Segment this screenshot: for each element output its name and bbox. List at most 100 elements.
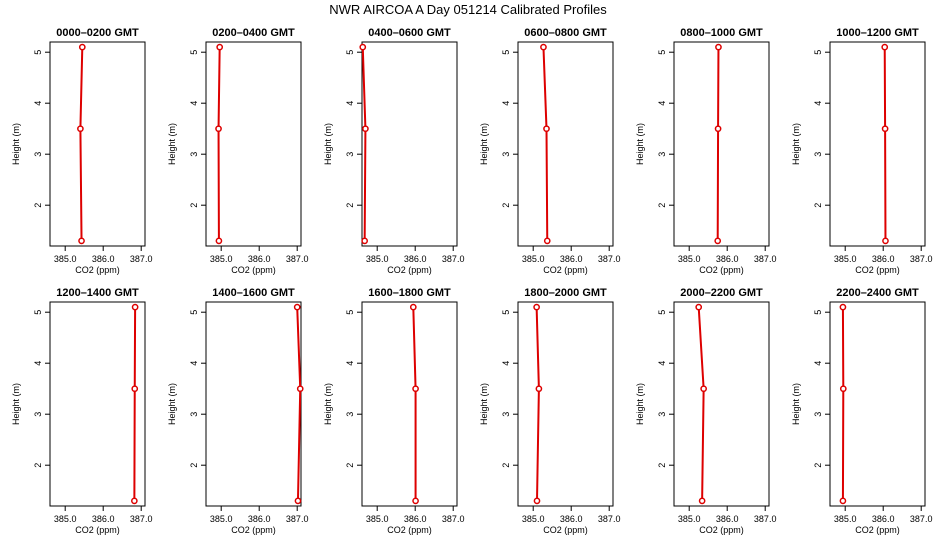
plot-frame bbox=[205, 41, 302, 247]
plot-frame bbox=[517, 41, 614, 247]
x-tick-label: 385.0 bbox=[366, 254, 389, 264]
y-tick-label: 4 bbox=[33, 101, 43, 106]
y-tick-label: 2 bbox=[813, 463, 823, 468]
x-tick-label: 385.0 bbox=[678, 514, 701, 524]
x-tick-label: 386.0 bbox=[92, 514, 115, 524]
y-axis-label: Height (m) bbox=[167, 383, 177, 425]
x-tick-label: 385.0 bbox=[54, 254, 77, 264]
data-point bbox=[216, 43, 224, 51]
panel-6: 1000–1200 GMT 385.0 386.0 387.0 CO2 (ppm) 2 3 4… bbox=[791, 27, 932, 275]
y-axis-label: Height (m) bbox=[323, 383, 333, 425]
x-tick-label: 387.0 bbox=[442, 514, 465, 524]
y-tick-label: 5 bbox=[813, 310, 823, 315]
y-tick-label: 3 bbox=[813, 412, 823, 417]
data-point bbox=[882, 237, 889, 245]
data-point bbox=[881, 125, 889, 133]
profile-line bbox=[133, 307, 137, 501]
data-point bbox=[881, 43, 889, 51]
data-point bbox=[131, 303, 139, 311]
y-tick-label: 3 bbox=[33, 152, 43, 157]
y-tick-label: 4 bbox=[189, 361, 199, 366]
y-tick-label: 4 bbox=[813, 361, 823, 366]
y-tick-label: 2 bbox=[33, 463, 43, 468]
panel-title: 1000–1200 GMT bbox=[836, 27, 919, 39]
y-axis-label: Height (m) bbox=[323, 123, 333, 165]
data-point bbox=[698, 497, 706, 505]
y-tick-label: 5 bbox=[33, 50, 43, 55]
y-axis-label: Height (m) bbox=[791, 123, 801, 165]
panel-2: 0200–0400 GMT 385.0 386.0 387.0 CO2 (ppm) 2 3 4… bbox=[167, 27, 308, 275]
x-axis-label: CO2 (ppm) bbox=[543, 525, 588, 535]
x-tick-label: 386.0 bbox=[872, 254, 895, 264]
y-tick-label: 3 bbox=[657, 412, 667, 417]
y-tick-label: 5 bbox=[189, 310, 199, 315]
x-tick-label: 386.0 bbox=[872, 514, 895, 524]
x-axis-label: CO2 (ppm) bbox=[543, 265, 588, 275]
data-point bbox=[361, 237, 369, 245]
y-tick-label: 2 bbox=[657, 203, 667, 208]
plot-frame bbox=[829, 301, 926, 507]
y-tick-label: 2 bbox=[501, 203, 511, 208]
y-tick-label: 2 bbox=[657, 463, 667, 468]
x-tick-label: 385.0 bbox=[522, 254, 545, 264]
x-tick-label: 385.0 bbox=[54, 514, 77, 524]
x-tick-label: 386.0 bbox=[716, 514, 739, 524]
y-axis-label: Height (m) bbox=[167, 123, 177, 165]
x-axis-label: CO2 (ppm) bbox=[75, 265, 120, 275]
panel-title: 0600–0800 GMT bbox=[524, 27, 607, 39]
y-axis-label: Height (m) bbox=[479, 383, 489, 425]
y-tick-label: 2 bbox=[345, 203, 355, 208]
data-point bbox=[839, 385, 847, 393]
y-tick-label: 3 bbox=[189, 412, 199, 417]
plot-frame bbox=[829, 41, 926, 247]
y-tick-label: 3 bbox=[189, 152, 199, 157]
x-tick-label: 386.0 bbox=[560, 514, 583, 524]
y-tick-label: 2 bbox=[189, 463, 199, 468]
y-tick-label: 5 bbox=[657, 310, 667, 315]
data-point bbox=[715, 43, 722, 51]
x-tick-label: 387.0 bbox=[910, 254, 933, 264]
y-tick-label: 4 bbox=[813, 101, 823, 106]
x-tick-label: 387.0 bbox=[130, 254, 153, 264]
data-point bbox=[294, 497, 302, 505]
y-axis-label: Height (m) bbox=[635, 383, 645, 425]
x-axis-label: CO2 (ppm) bbox=[387, 525, 432, 535]
data-point bbox=[409, 303, 417, 311]
x-tick-label: 385.0 bbox=[210, 514, 233, 524]
x-tick-label: 385.0 bbox=[366, 514, 389, 524]
y-axis-label: Height (m) bbox=[11, 123, 21, 165]
y-tick-label: 5 bbox=[657, 50, 667, 55]
x-axis-label: CO2 (ppm) bbox=[231, 265, 276, 275]
y-tick-label: 5 bbox=[345, 310, 355, 315]
y-axis-label: Height (m) bbox=[11, 383, 21, 425]
x-tick-label: 387.0 bbox=[286, 514, 309, 524]
x-tick-label: 386.0 bbox=[716, 254, 739, 264]
x-tick-label: 386.0 bbox=[248, 514, 271, 524]
x-axis-label: CO2 (ppm) bbox=[231, 525, 276, 535]
data-point bbox=[296, 385, 304, 393]
y-tick-label: 3 bbox=[33, 412, 43, 417]
y-tick-label: 5 bbox=[501, 50, 511, 55]
panel-title: 1200–1400 GMT bbox=[56, 287, 139, 299]
panel-11: 2000–2200 GMT 385.0 386.0 387.0 CO2 (ppm) 2 3 4… bbox=[635, 287, 776, 535]
y-tick-label: 5 bbox=[33, 310, 43, 315]
x-tick-label: 387.0 bbox=[598, 254, 621, 264]
y-tick-label: 4 bbox=[657, 101, 667, 106]
panel-title: 1600–1800 GMT bbox=[368, 287, 451, 299]
data-point bbox=[131, 385, 139, 393]
panel-title: 0200–0400 GMT bbox=[212, 27, 295, 39]
panel-title: 0400–0600 GMT bbox=[368, 27, 451, 39]
x-tick-label: 386.0 bbox=[92, 254, 115, 264]
y-tick-label: 4 bbox=[33, 361, 43, 366]
data-point bbox=[714, 237, 722, 245]
data-point bbox=[78, 43, 86, 51]
x-tick-label: 385.0 bbox=[678, 254, 701, 264]
y-tick-label: 3 bbox=[501, 412, 511, 417]
x-tick-label: 385.0 bbox=[522, 514, 545, 524]
x-axis-label: CO2 (ppm) bbox=[699, 265, 744, 275]
data-point bbox=[77, 125, 84, 133]
data-point bbox=[540, 43, 547, 51]
y-tick-label: 2 bbox=[33, 203, 43, 208]
